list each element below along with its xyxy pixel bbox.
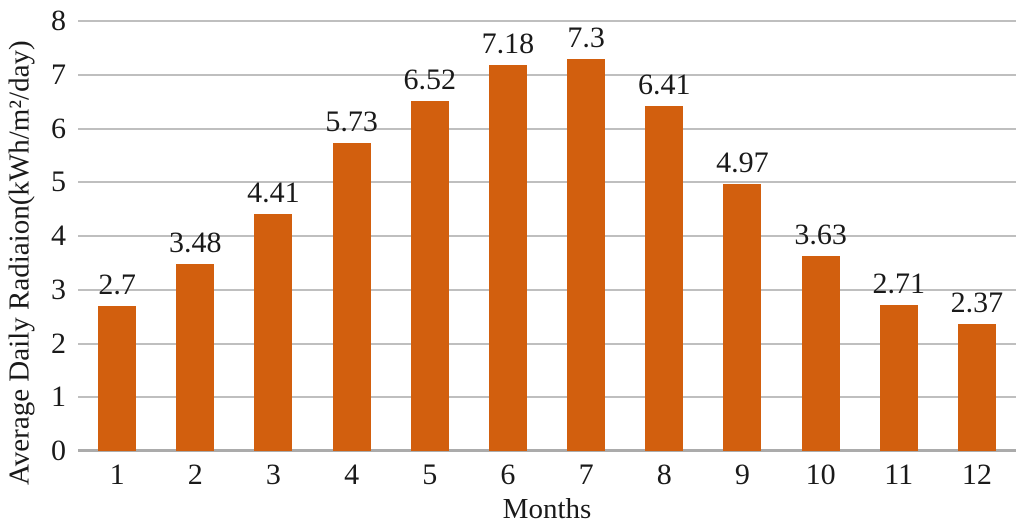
- bar-value-label: 3.48: [169, 225, 222, 259]
- bar: [879, 305, 918, 451]
- bar-value-label: 3.63: [794, 217, 847, 251]
- x-axis-tick-label: 7: [578, 458, 594, 491]
- bar: [801, 255, 840, 451]
- x-axis-tick-label: 4: [344, 458, 360, 491]
- x-axis-tick-label: 3: [265, 458, 281, 491]
- x-axis-tick-label: 9: [734, 458, 750, 491]
- gridline: [78, 342, 1016, 345]
- x-axis-tick-label: 1: [109, 458, 125, 491]
- bar-value-label: 4.41: [247, 175, 300, 209]
- x-axis-tick-label: 8: [656, 458, 672, 491]
- y-axis-tick-label: 2: [51, 326, 66, 360]
- x-axis-tick-label: 12: [961, 458, 992, 491]
- gridline: [78, 235, 1016, 237]
- y-axis-tick-label: 4: [51, 219, 66, 252]
- bar-value-label: 2.37: [950, 285, 1004, 319]
- bar-value-label: 6.41: [638, 68, 691, 102]
- bar: [488, 65, 527, 451]
- x-axis-tick-label: 2: [187, 458, 203, 491]
- bar: [567, 58, 606, 451]
- x-axis-tick-label: 6: [500, 458, 516, 491]
- bar-value-label: 2.71: [872, 267, 926, 301]
- gridline: [78, 73, 1016, 76]
- bar: [410, 100, 449, 451]
- y-axis: 0 1 2 3 4 5 6 7 8: [0, 4, 70, 467]
- gridline: [78, 127, 1016, 130]
- bar: [254, 213, 293, 451]
- y-axis-tick-label: 1: [51, 380, 66, 414]
- plot-area: 2.7 3.48 4.41 5.73 6.52 7.18 7.3 6.41 4.97 3.63 2.…: [78, 20, 1016, 452]
- x-axis-tick-label: 11: [884, 458, 914, 491]
- bar-value-label: 7.3: [567, 20, 605, 54]
- bar: [176, 263, 215, 451]
- bar-value-label: 2.7: [98, 267, 136, 301]
- x-axis-line: [78, 449, 1016, 452]
- bar: [332, 143, 371, 451]
- y-axis-tick-label: 7: [51, 57, 66, 91]
- bar-value-label: 7.18: [481, 27, 535, 61]
- y-axis-tick-label: 6: [51, 111, 66, 145]
- gridline: [78, 20, 1016, 22]
- bar: [645, 106, 684, 451]
- gridline: [78, 396, 1016, 399]
- gridline: [78, 181, 1016, 184]
- bar-value-label: 6.52: [403, 62, 457, 96]
- bar: [98, 305, 137, 451]
- gridline: [78, 288, 1016, 291]
- x-axis-tick-label: 5: [422, 458, 438, 491]
- y-axis-tick-label: 5: [51, 165, 66, 199]
- y-axis-tick-label: 0: [51, 434, 66, 467]
- bar: [957, 323, 996, 451]
- y-axis-tick-label: 8: [51, 4, 66, 37]
- x-axis: 1 2 3 4 5 6 7 8 9 10 11 12: [78, 458, 1016, 492]
- bar-value-label: 4.97: [716, 145, 769, 179]
- y-axis-tick-label: 3: [51, 272, 66, 306]
- x-axis-title: Months: [502, 493, 592, 525]
- x-axis-tick-label: 10: [805, 458, 836, 491]
- bar-value-label: 5.73: [325, 105, 378, 139]
- bar: [723, 183, 762, 451]
